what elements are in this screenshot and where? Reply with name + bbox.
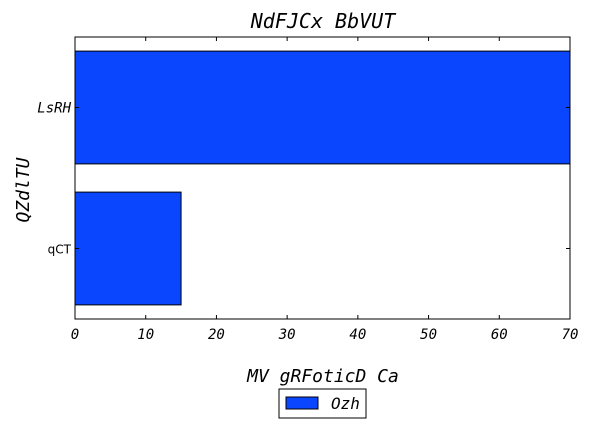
x-tick-label-0: 0 [71, 327, 79, 343]
y-tick-label-qCT: qCT [48, 243, 72, 257]
y-ticks-group: LsRH qCT [37, 101, 570, 257]
x-axis-label: MV gRFoticD Ca [246, 366, 399, 387]
chart-title: NdFJCx BbVUT [250, 9, 397, 33]
bar-LsRH [74, 50, 571, 165]
legend-label: Ozh [331, 394, 360, 413]
x-tick-label-40: 40 [349, 327, 366, 343]
x-tick-label-50: 50 [420, 327, 437, 343]
x-tick-label-10: 10 [137, 327, 154, 343]
x-tick-label-20: 20 [208, 327, 225, 343]
bar-qCT [74, 191, 182, 306]
x-tick-label-70: 70 [562, 327, 579, 343]
bars-group [74, 50, 571, 306]
y-tick-label-LsRH: LsRH [37, 101, 71, 117]
legend: Ozh [278, 388, 367, 419]
plot-frame [74, 36, 571, 320]
x-tick-label-30: 30 [278, 327, 296, 343]
y-axis-label: QZdlTU [13, 157, 34, 222]
legend-swatch [285, 396, 319, 410]
x-ticks-group: 0 10 20 30 40 50 60 70 [71, 37, 579, 343]
x-tick-label-60: 60 [491, 327, 508, 343]
